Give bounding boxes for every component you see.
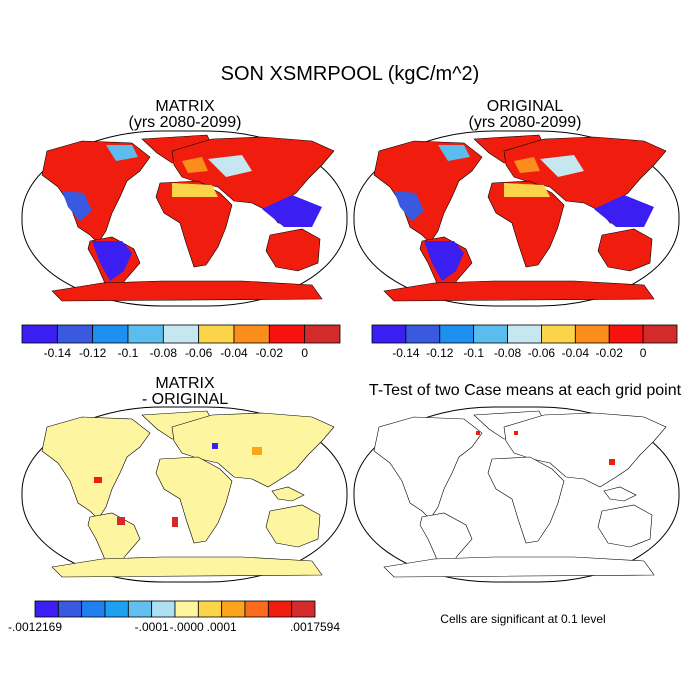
- colorbar-label: 0: [640, 346, 647, 360]
- colorbar-box: [304, 324, 341, 344]
- map: [21, 406, 348, 583]
- panel-title: T-Test of two Case means at each grid po…: [369, 382, 682, 399]
- colorbar-box: [198, 324, 235, 344]
- colorbar-label: -0.12: [79, 346, 107, 360]
- colorbar-box: [541, 324, 576, 344]
- panel-title: ORIGINAL: [487, 98, 564, 115]
- colorbar-box: [81, 600, 106, 618]
- colorbar-label: -0.04: [220, 346, 248, 360]
- colorbar-box: [268, 324, 306, 344]
- colorbar-box: [642, 324, 678, 344]
- panel-subtitle: - ORIGINAL: [142, 391, 228, 408]
- colorbar-box: [439, 324, 475, 344]
- colorbar-box: [405, 324, 441, 344]
- colorbar-box: [57, 600, 83, 618]
- colorbar-label: -0.14: [44, 346, 72, 360]
- colorbar-box: [507, 324, 542, 344]
- colorbar-label: -.0000: [170, 620, 204, 634]
- colorbar-box: [291, 600, 316, 618]
- map: [353, 406, 680, 583]
- colorbar-label: -0.02: [256, 346, 284, 360]
- panel-subtitle: (yrs 2080-2099): [469, 114, 582, 131]
- colorbar-box: [127, 600, 153, 618]
- colorbar-label: -0.02: [596, 346, 624, 360]
- map: [21, 130, 348, 307]
- colorbar-label: -0.1: [463, 346, 484, 360]
- panel-subtitle: (yrs 2080-2099): [129, 114, 242, 131]
- colorbar-box: [104, 600, 129, 618]
- colorbar-box: [174, 600, 199, 618]
- colorbar-label: -0.12: [426, 346, 454, 360]
- panel-note: Cells are significant at 0.1 level: [440, 612, 605, 626]
- colorbar-box: [56, 324, 94, 344]
- colorbar-label: .0017594: [290, 620, 340, 634]
- colorbar-label: 0: [301, 346, 308, 360]
- colorbar-box: [371, 324, 407, 344]
- colorbar-label: -0.06: [528, 346, 556, 360]
- figure-title: SON XSMRPOOL (kgC/m^2): [221, 63, 480, 85]
- panel-title: MATRIX: [155, 98, 215, 115]
- colorbar-box: [244, 600, 269, 618]
- colorbar-box: [608, 324, 644, 344]
- colorbar-box: [151, 600, 176, 618]
- colorbar-label: -.0001: [135, 620, 169, 634]
- colorbar-box: [34, 600, 59, 618]
- colorbar-label: -0.14: [392, 346, 420, 360]
- colorbar-label: -0.08: [494, 346, 522, 360]
- panel-title: MATRIX: [155, 375, 215, 392]
- colorbar-box: [92, 324, 129, 344]
- colorbar-label: -0.08: [150, 346, 178, 360]
- colorbar-box: [233, 324, 270, 344]
- colorbar-box: [574, 324, 610, 344]
- colorbar-box: [21, 324, 58, 344]
- colorbar-box: [473, 324, 508, 344]
- colorbar-box: [267, 600, 293, 618]
- map: [353, 130, 680, 307]
- colorbar-box: [127, 324, 164, 344]
- colorbar-box: [197, 600, 223, 618]
- colorbar-label: -.0012169: [8, 620, 62, 634]
- colorbar-label: -0.1: [118, 346, 139, 360]
- colorbar-box: [221, 600, 246, 618]
- colorbar-label: .0001: [207, 620, 237, 634]
- colorbar-label: -0.06: [185, 346, 213, 360]
- colorbar-box: [162, 324, 200, 344]
- colorbar-label: -0.04: [562, 346, 590, 360]
